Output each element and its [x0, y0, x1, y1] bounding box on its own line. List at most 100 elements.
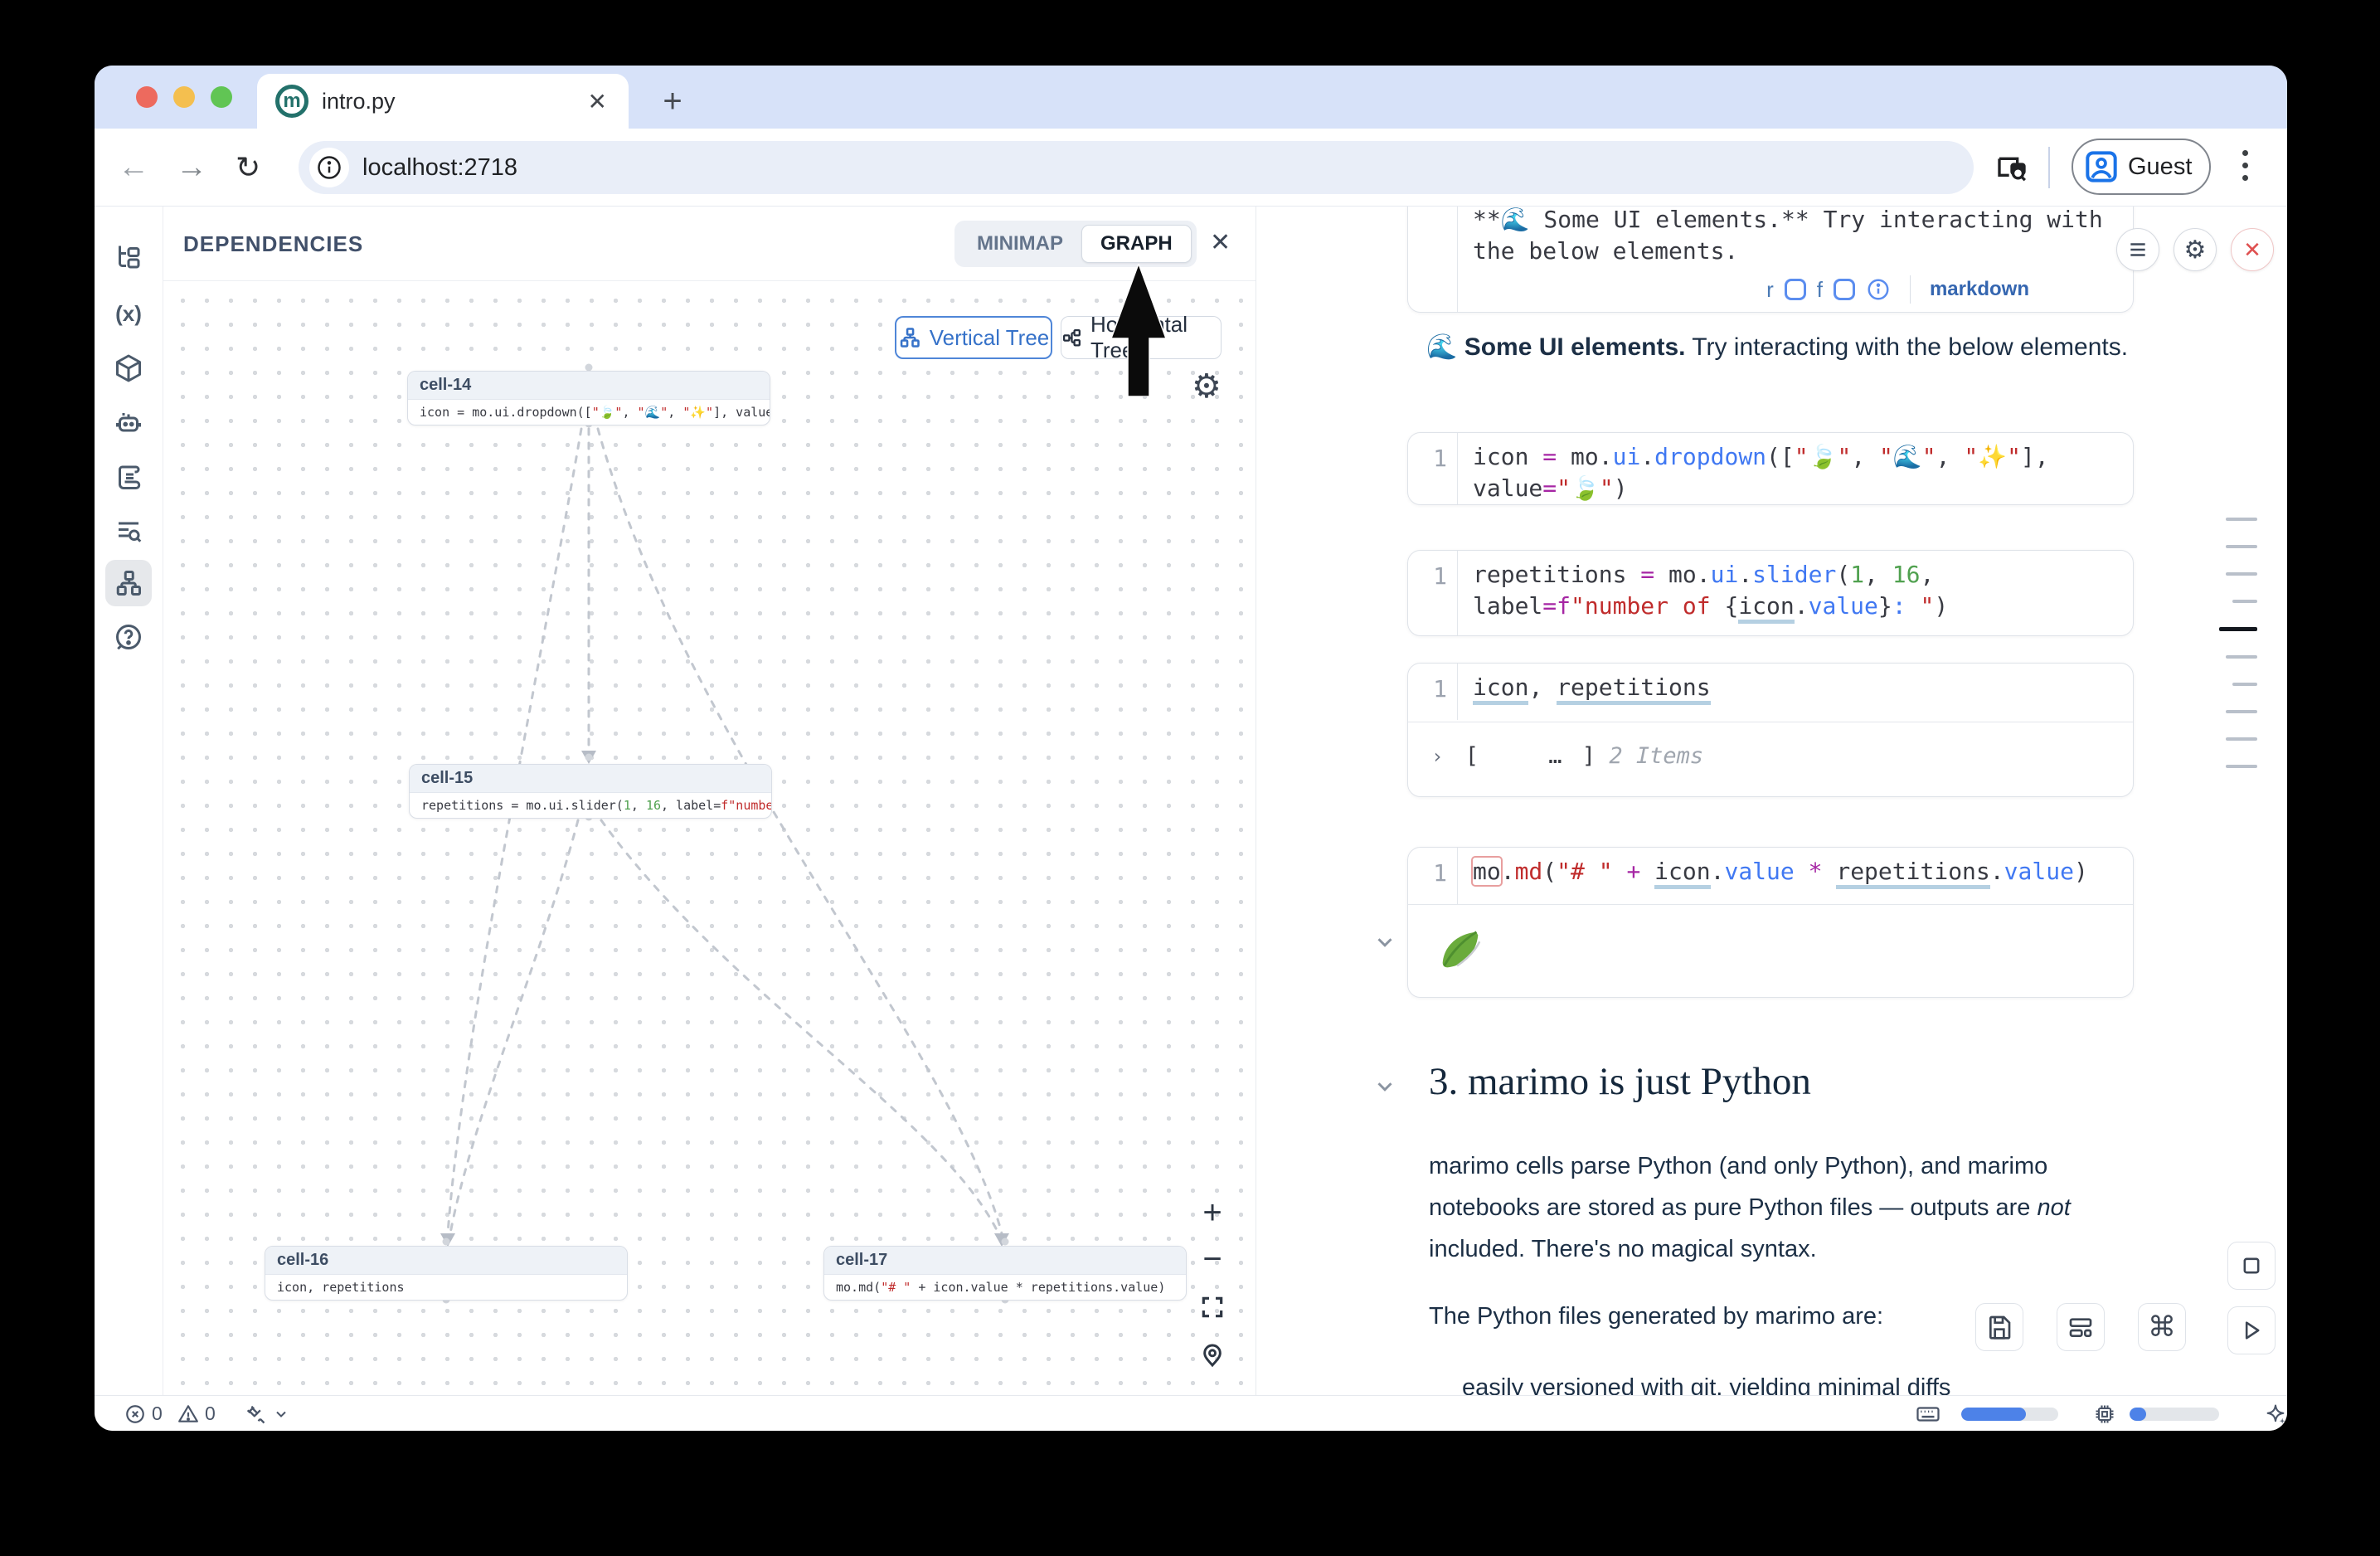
- scroll-marker[interactable]: [2226, 572, 2257, 576]
- error-icon: [126, 1404, 144, 1423]
- reload-icon[interactable]: ↻: [236, 149, 261, 184]
- connection-menu[interactable]: [244, 1396, 289, 1431]
- cell-momd-code[interactable]: 1 mo.md("# " + icon.value * repetitions.…: [1407, 847, 2134, 998]
- stop-button[interactable]: [2227, 1242, 2276, 1290]
- fullscreen-icon[interactable]: [1193, 1288, 1231, 1326]
- section-collapse-chevron-icon[interactable]: [1372, 1074, 1397, 1099]
- site-info-icon[interactable]: [309, 148, 349, 187]
- traffic-light-minimize[interactable]: [173, 86, 195, 108]
- code-editor[interactable]: icon, repetitions: [1473, 672, 2125, 705]
- tab-close-icon[interactable]: ✕: [587, 88, 607, 114]
- graph-canvas[interactable]: Vertical Tree Horizontal Tree ⚙ cell-14 …: [163, 281, 1256, 1395]
- cell-markdown[interactable]: 1 **🌊 Some UI elements.** Try interactin…: [1407, 207, 2134, 313]
- forward-icon[interactable]: →: [176, 149, 207, 184]
- variables-icon[interactable]: (x): [115, 300, 142, 326]
- shutdown-button[interactable]: ✕: [2231, 228, 2274, 271]
- code-line: icon = mo.ui.dropdown(["🍃", "🌊", "✨"],: [1473, 443, 2049, 470]
- file-explorer-icon[interactable]: [105, 234, 152, 280]
- scroll-marker[interactable]: [2226, 545, 2257, 548]
- help-icon[interactable]: [105, 614, 152, 660]
- cell-slider-code[interactable]: 1 repetitions = mo.ui.slider(1, 16, label…: [1407, 550, 2134, 636]
- node-code: icon = mo.ui.dropdown(["🍃", "🌊", "✨"], v…: [408, 400, 770, 425]
- vertical-tree-button[interactable]: Vertical Tree: [895, 316, 1052, 359]
- browser-tab[interactable]: m intro.py ✕: [257, 74, 629, 129]
- code-editor[interactable]: icon = mo.ui.dropdown(["🍃", "🌊", "✨"], va…: [1473, 441, 2125, 504]
- zoom-in-icon[interactable]: +: [1202, 1194, 1222, 1231]
- graph-edges: [440, 363, 1009, 1304]
- code-line: value="🍃"): [1473, 474, 1628, 502]
- graph-node-cell-17[interactable]: cell-17 mo.md("# " + icon.value * repeti…: [823, 1246, 1187, 1301]
- graph-node-cell-14[interactable]: cell-14 icon = mo.ui.dropdown(["🍃", "🌊",…: [407, 371, 770, 425]
- footer-divider: [1909, 275, 1911, 304]
- tab-minimap[interactable]: MINIMAP: [977, 232, 1063, 255]
- panel-close-icon[interactable]: ✕: [1210, 229, 1231, 256]
- back-icon[interactable]: ←: [118, 149, 149, 184]
- tab-title: intro.py: [322, 88, 396, 114]
- tab-graph[interactable]: GRAPH: [1081, 225, 1192, 263]
- notebook-menu-button[interactable]: [2116, 228, 2159, 271]
- scroll-marker[interactable]: [2232, 683, 2257, 686]
- node-code: repetitions = mo.ui.slider(1, 16, label=…: [410, 793, 771, 818]
- info-icon[interactable]: [1866, 277, 1891, 302]
- traffic-light-close[interactable]: [136, 86, 158, 108]
- cell-tuple-code[interactable]: 1 icon, repetitions › [ … ] 2 Items: [1407, 663, 2134, 797]
- keyboard-shortcuts-button[interactable]: ⌘: [2138, 1303, 2186, 1351]
- graph-node-cell-16[interactable]: cell-16 icon, repetitions: [265, 1246, 628, 1301]
- dependency-graph-icon[interactable]: [105, 560, 152, 606]
- scroll-marker[interactable]: [2226, 737, 2257, 741]
- code-editor[interactable]: mo.md("# " + icon.value * repetitions.va…: [1471, 856, 2125, 889]
- format-checkbox[interactable]: [1833, 279, 1855, 300]
- save-button[interactable]: [1975, 1303, 2023, 1351]
- code-line: mo.md("# " + icon.value * repetitions.va…: [1471, 856, 2125, 889]
- address-bar[interactable]: localhost:2718: [299, 141, 1974, 194]
- line-number-gutter: 1: [1408, 551, 1458, 635]
- cell-collapse-chevron-icon[interactable]: [1372, 930, 1397, 955]
- errors-indicator[interactable]: 0: [124, 1396, 163, 1431]
- tab-search-icon[interactable]: [1995, 152, 2028, 185]
- chevron-down-icon: [276, 1411, 286, 1417]
- layout-button[interactable]: [2057, 1303, 2105, 1351]
- code-line: repetitions = mo.ui.slider(1, 16,: [1473, 561, 1935, 588]
- locate-icon[interactable]: [1193, 1336, 1231, 1374]
- code-editor[interactable]: repetitions = mo.ui.slider(1, 16, label=f…: [1473, 559, 2125, 624]
- network-activity[interactable]: [2264, 1396, 2287, 1431]
- logs-search-icon[interactable]: [105, 508, 152, 554]
- profile-button[interactable]: Guest: [2072, 139, 2211, 195]
- node-title: cell-17: [824, 1247, 1186, 1275]
- node-title: cell-14: [408, 372, 770, 400]
- zoom-out-icon[interactable]: −: [1202, 1240, 1222, 1277]
- browser-menu-icon[interactable]: [2241, 150, 2249, 187]
- warning-icon: [178, 1404, 198, 1422]
- packages-icon[interactable]: [105, 345, 152, 391]
- scroll-marker[interactable]: [2232, 600, 2257, 603]
- scroll-marker[interactable]: [2219, 627, 2257, 631]
- wave-emoji: 🌊: [1426, 333, 1458, 361]
- scroll-marker[interactable]: [2226, 518, 2257, 521]
- collapsed-output[interactable]: › [ … ] 2 Items: [1431, 743, 1704, 769]
- warnings-indicator[interactable]: 0: [177, 1396, 216, 1431]
- graph-node-cell-15[interactable]: cell-15 repetitions = mo.ui.slider(1, 16…: [409, 764, 772, 819]
- cell-scroll-indicator[interactable]: [2216, 518, 2257, 792]
- reactive-checkbox[interactable]: [1784, 279, 1806, 300]
- memory-indicator: [1916, 1396, 1940, 1431]
- scroll-marker[interactable]: [2226, 765, 2257, 768]
- scroll-marker[interactable]: [2226, 655, 2257, 659]
- url-text[interactable]: localhost:2718: [362, 153, 518, 181]
- cell-dropdown-code[interactable]: 1 icon = mo.ui.dropdown(["🍃", "🌊", "✨"],…: [1407, 432, 2134, 505]
- code-editor[interactable]: **🌊 Some UI elements.** Try interacting …: [1473, 207, 2125, 267]
- ai-chat-icon[interactable]: [105, 400, 152, 446]
- language-badge[interactable]: markdown: [1929, 278, 2029, 300]
- output-divider: [1408, 904, 2133, 905]
- traffic-light-maximize[interactable]: [211, 86, 232, 108]
- run-on-change-label: r: [1766, 276, 1774, 302]
- graph-settings-icon[interactable]: ⚙: [1192, 368, 1222, 405]
- code-line: icon = mo.ui.dropdown(["🍃", "🌊", "✨"], v…: [420, 405, 770, 420]
- new-tab-button[interactable]: +: [663, 82, 682, 119]
- clipped-list-item: easily versioned with git, yielding mini…: [1462, 1374, 1951, 1395]
- run-button[interactable]: [2227, 1306, 2276, 1354]
- browser-window: m intro.py ✕ + ← → ↻ localhost:2718: [95, 66, 2287, 1431]
- scroll-marker[interactable]: [2226, 710, 2257, 713]
- notebook-settings-button[interactable]: ⚙: [2174, 228, 2217, 271]
- scratchpad-icon[interactable]: [105, 454, 152, 500]
- profile-label: Guest: [2128, 153, 2193, 180]
